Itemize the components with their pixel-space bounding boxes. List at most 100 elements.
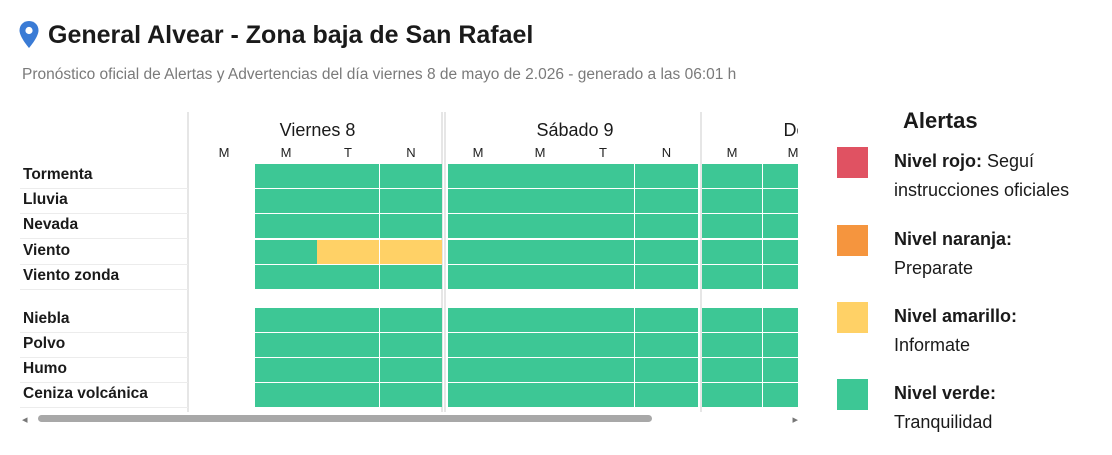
alert-cell[interactable] [448,308,508,332]
alert-cell[interactable] [255,214,317,238]
alert-cell[interactable] [702,214,762,238]
alert-cell[interactable] [508,214,572,238]
legend-level-description: Informate [894,335,971,355]
alert-cell[interactable] [448,164,508,188]
legend-level-name: Nivel naranja: [894,229,1013,249]
alert-cell[interactable] [508,358,572,382]
time-slot-label: M [726,145,738,160]
row-label: Viento zonda [23,267,120,284]
alert-cell[interactable] [763,265,798,289]
legend-text: Nivel amarillo: Informate [894,302,1104,360]
alert-cell[interactable] [380,189,442,213]
alert-cell[interactable] [380,308,442,332]
alert-cell[interactable] [448,189,508,213]
alert-cell[interactable] [508,308,572,332]
alert-cell[interactable] [317,189,379,213]
alert-cell[interactable] [448,333,508,357]
scroll-left-icon[interactable]: ◂ [22,414,28,426]
alert-cell[interactable] [572,240,634,264]
alert-cell[interactable] [635,383,698,407]
alert-cell[interactable] [702,333,762,357]
alert-cell[interactable] [763,214,798,238]
alert-cell[interactable] [255,383,317,407]
alert-cell[interactable] [255,189,317,213]
alert-cell[interactable] [702,265,762,289]
alert-cell[interactable] [508,240,572,264]
alert-cell[interactable] [380,240,442,264]
alert-cell[interactable] [763,308,798,332]
alert-cell[interactable] [635,358,698,382]
alert-cell[interactable] [255,164,317,188]
row-divider [20,357,188,358]
row-divider [20,332,188,333]
alert-cell[interactable] [702,383,762,407]
alert-cell[interactable] [380,214,442,238]
alert-cell[interactable] [702,189,762,213]
alert-cell[interactable] [255,308,317,332]
alert-cell[interactable] [635,189,698,213]
alert-cell[interactable] [508,383,572,407]
alert-cell[interactable] [448,214,508,238]
alert-cell[interactable] [572,189,634,213]
scroll-thumb[interactable] [38,415,652,422]
day-header: Sábado 9 [536,120,614,140]
legend-swatch [837,302,868,333]
alert-cell[interactable] [448,240,508,264]
day-header: Do [783,120,798,140]
alert-cell[interactable] [255,265,317,289]
alert-cell[interactable] [508,164,572,188]
alert-cell[interactable] [255,333,317,357]
alert-cell[interactable] [763,189,798,213]
alert-cell[interactable] [448,358,508,382]
alert-cell[interactable] [317,308,379,332]
alert-cell[interactable] [702,358,762,382]
alert-cell[interactable] [635,308,698,332]
alert-cell[interactable] [380,383,442,407]
alert-cell[interactable] [508,333,572,357]
grid-divider [187,112,189,412]
alert-table[interactable]: Viernes 8 Sábado 9 Do M M T N M M T N M M Tormenta Llu… [20,112,798,412]
alert-cell[interactable] [255,240,317,264]
horizontal-scrollbar[interactable]: ◂ ▸ [22,413,798,426]
alert-cell[interactable] [635,164,698,188]
alert-cell[interactable] [317,164,379,188]
alert-cell[interactable] [380,265,442,289]
alert-cell[interactable] [317,214,379,238]
alert-cell[interactable] [317,358,379,382]
alert-cell[interactable] [635,240,698,264]
alert-cell[interactable] [635,214,698,238]
alert-cell[interactable] [380,164,442,188]
alert-cell[interactable] [572,333,634,357]
legend-level-description: Tranquilidad [894,412,993,432]
alert-cell[interactable] [763,240,798,264]
alert-cell[interactable] [702,164,762,188]
alert-cell[interactable] [508,265,572,289]
alert-cell[interactable] [572,308,634,332]
row-divider [20,238,188,239]
alert-cell[interactable] [317,265,379,289]
alert-cell[interactable] [572,265,634,289]
alert-cell[interactable] [635,265,698,289]
alert-cell[interactable] [763,333,798,357]
alert-cell[interactable] [448,383,508,407]
alert-cell[interactable] [572,383,634,407]
alert-cell[interactable] [572,214,634,238]
alert-cell[interactable] [380,333,442,357]
alert-cell[interactable] [317,383,379,407]
alert-cell[interactable] [763,358,798,382]
alert-cell[interactable] [572,358,634,382]
alert-cell[interactable] [702,240,762,264]
alert-cell[interactable] [572,164,634,188]
alert-cell[interactable] [448,265,508,289]
alert-cell[interactable] [702,308,762,332]
alert-cell[interactable] [635,333,698,357]
alert-cell[interactable] [763,383,798,407]
alert-cell[interactable] [317,333,379,357]
time-slot-label: M [218,145,230,160]
scroll-right-icon[interactable]: ▸ [792,414,798,426]
alert-cell[interactable] [317,240,379,264]
alert-cell[interactable] [763,164,798,188]
alert-cell[interactable] [380,358,442,382]
alert-cell[interactable] [255,358,317,382]
alert-cell[interactable] [508,189,572,213]
